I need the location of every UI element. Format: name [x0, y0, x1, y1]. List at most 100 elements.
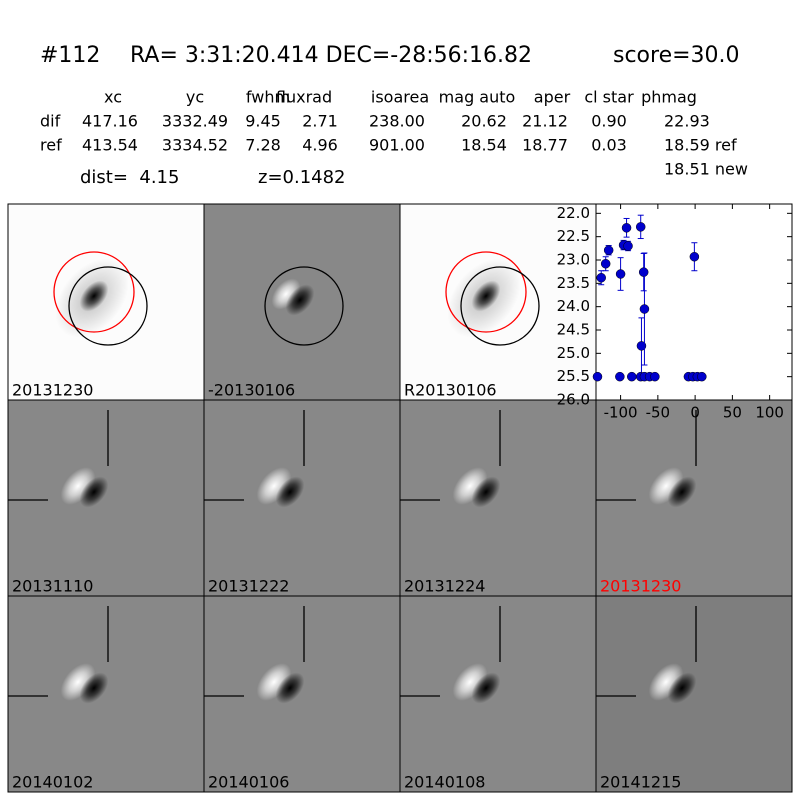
score: score=30.0: [613, 43, 740, 68]
column-header: xc: [104, 88, 122, 107]
image-panel: 20140108: [399, 595, 597, 793]
phmag-new: 18.51 new: [664, 160, 748, 179]
image-panel: 20141215: [595, 595, 793, 793]
image-panel: 20131230: [595, 399, 793, 597]
column-header: fwhm: [246, 88, 290, 107]
distance: dist= 4.15: [80, 167, 179, 188]
y-tick-label: 23.0: [557, 251, 590, 269]
panel-label: R20130106: [404, 381, 497, 400]
source-blob: [79, 672, 109, 704]
table-cell: 4.96: [302, 136, 338, 155]
point: [600, 258, 611, 269]
row-label: ref: [40, 136, 62, 155]
x-tick-label: 50: [723, 404, 742, 422]
panel-label: 20140106: [208, 773, 289, 792]
panel-label: -20130106: [208, 381, 295, 400]
object-id: #112: [40, 43, 100, 68]
panel-label: 20141215: [600, 773, 681, 792]
row-label: dif: [40, 112, 61, 131]
red-aperture: [53, 251, 135, 333]
redshift: z=0.1482: [258, 167, 346, 188]
table-cell: 20.62: [461, 112, 507, 131]
table-cell: 0.90: [591, 112, 627, 131]
panel-label: 20131230: [12, 381, 93, 400]
column-header: yc: [186, 88, 204, 107]
x-tick-label: -100: [604, 404, 638, 422]
point: [636, 341, 647, 351]
source-blob: [471, 280, 501, 312]
table-cell: 7.28: [245, 136, 281, 155]
black-aperture: [460, 266, 540, 346]
y-tick-label: 22.5: [557, 227, 590, 245]
image-panel: 20140106: [203, 595, 401, 793]
y-tick-label: 24.0: [557, 297, 590, 315]
panel-image: [399, 595, 597, 793]
panel-label: 20140102: [12, 773, 93, 792]
column-header: aper: [534, 88, 571, 107]
source-blob: [79, 476, 109, 508]
source-blob: [667, 476, 697, 508]
panel-label: 20131224: [404, 577, 485, 596]
image-panel: -20130106: [203, 203, 401, 401]
panel-image: [595, 399, 793, 597]
panel-image: [7, 399, 205, 597]
point: [638, 267, 649, 277]
coordinates: RA= 3:31:20.414 DEC=-28:56:16.82: [130, 43, 532, 68]
table-cell: 0.03: [591, 136, 627, 155]
point: [596, 272, 606, 283]
image-panel: 20131230: [7, 203, 205, 401]
table-cell: 901.00: [369, 136, 425, 155]
source-blob: [667, 672, 697, 704]
point: [627, 371, 637, 382]
source-blob: [285, 284, 315, 316]
y-tick-label: 22.0: [557, 204, 590, 222]
image-panel: 20131224: [399, 399, 597, 597]
source-blob: [471, 476, 501, 508]
table-cell: 21.12: [522, 112, 568, 131]
image-panel: 20140102: [7, 595, 205, 793]
plot-area: [595, 203, 793, 401]
image-panel: 20131110: [7, 399, 205, 597]
y-tick-label: 25.5: [557, 367, 590, 385]
table-cell: 9.45: [245, 112, 281, 131]
panel-image: [399, 399, 597, 597]
panel-image: [203, 399, 401, 597]
point: [615, 269, 626, 279]
table-cell: 18.54: [461, 136, 507, 155]
source-blob: [471, 672, 501, 704]
image-panel: R20130106: [399, 203, 597, 401]
column-header: phmag: [641, 88, 697, 107]
black-aperture: [264, 266, 344, 346]
point: [623, 241, 633, 251]
panels: 20131230 -20130106 R20130106 20131110 201312…: [7, 203, 793, 793]
point: [592, 371, 603, 382]
panel-label: 20131110: [12, 577, 93, 596]
point: [615, 371, 625, 382]
table-cell: 413.54: [82, 136, 138, 155]
x-tick-label: 100: [755, 404, 784, 422]
source-blob: [275, 672, 305, 704]
panel-label: 20140108: [404, 773, 485, 792]
light-curve: 22.0 22.5 23.0 23.5 24.0 24.5 25.0 25.5 26.0 -100…: [557, 203, 793, 422]
point: [603, 245, 614, 255]
column-header: fluxrad: [276, 88, 332, 107]
panel-label: 20131222: [208, 577, 289, 596]
panel-image: [203, 595, 401, 793]
table-cell: 18.77: [522, 136, 568, 155]
panel-label: 20131230: [600, 577, 681, 596]
source-blob: [79, 280, 109, 312]
y-tick-label: 26.0: [557, 391, 590, 409]
table-cell: 3334.52: [162, 136, 228, 155]
source-blob: [275, 476, 305, 508]
table-cell: 3332.49: [162, 112, 228, 131]
panel-image: [595, 595, 793, 793]
column-header: cl star: [584, 88, 634, 107]
panel-image: [7, 595, 205, 793]
image-panel: 20131222: [203, 399, 401, 597]
x-tick-label: -50: [646, 404, 671, 422]
red-aperture: [445, 251, 527, 333]
point: [639, 304, 650, 314]
table-cell: 238.00: [369, 112, 425, 131]
x-tick-label: 0: [690, 404, 700, 422]
